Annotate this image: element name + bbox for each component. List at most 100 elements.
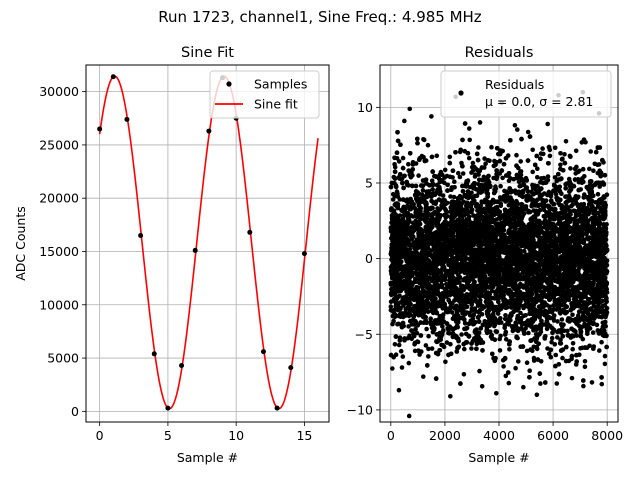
residual-point [442, 167, 448, 173]
sine-fit-ytick-label: 30000 [39, 84, 79, 99]
sine-fit-legend: Samples Sine fit [209, 70, 320, 119]
sample-point [274, 405, 280, 411]
residual-point [587, 343, 592, 349]
residual-point [555, 319, 560, 324]
sine-fit-ytick-label: 15000 [39, 244, 79, 259]
residual-point [476, 181, 481, 187]
residual-point [426, 333, 431, 339]
residual-point [502, 316, 508, 322]
residual-point [423, 343, 429, 348]
sine-fit-xtick-label: 0 [96, 428, 104, 443]
residual-point [553, 206, 558, 212]
sine-fit-ylabel: ADC Counts [13, 206, 28, 281]
residual-point [416, 173, 421, 178]
residual-point [459, 332, 464, 337]
residual-point [535, 166, 540, 171]
residual-point [540, 146, 545, 151]
residual-point [602, 353, 608, 359]
residual-point [597, 184, 602, 189]
residual-point [524, 360, 530, 366]
sample-point [179, 363, 185, 369]
residual-point [417, 352, 422, 357]
residual-point [485, 157, 491, 163]
residual-point [414, 198, 420, 203]
residual-point [568, 203, 574, 209]
sine-fit-axes-frame [85, 64, 330, 423]
residual-point [426, 354, 431, 359]
residual-point [443, 359, 448, 365]
sine-fit-ytick-label: 20000 [39, 191, 79, 206]
residual-point [591, 168, 596, 173]
residual-point [554, 381, 560, 386]
residual-point [451, 194, 457, 200]
residual-point [514, 152, 519, 158]
sample-point [206, 128, 212, 134]
residual-point [503, 313, 508, 318]
residual-point [563, 194, 568, 199]
residual-point [501, 364, 506, 369]
residual-point [461, 372, 467, 377]
sample-point [260, 349, 266, 355]
residual-point [535, 175, 540, 180]
residual-point [587, 166, 592, 172]
residual-point [469, 170, 474, 175]
sample-point [151, 351, 157, 357]
residual-point [564, 304, 570, 310]
residual-point [570, 312, 575, 318]
residual-point [507, 347, 512, 352]
residual-point [558, 151, 563, 156]
residual-point [590, 330, 596, 335]
sine-fit-ytick-label: 10000 [39, 297, 79, 312]
residual-point [444, 340, 450, 345]
residual-point [503, 337, 509, 342]
sine-fit-xtick-label: 10 [228, 428, 244, 443]
sample-point [247, 229, 253, 235]
residual-point [467, 137, 473, 143]
residual-point [412, 348, 418, 354]
residual-point [411, 333, 417, 339]
residual-point [472, 174, 478, 179]
sine-fit-title: Sine Fit [181, 45, 234, 61]
residual-point [424, 326, 429, 332]
residual-point [456, 344, 462, 350]
residual-point [546, 351, 552, 357]
sample-point [165, 405, 171, 411]
residual-point [565, 328, 570, 334]
residual-point [530, 169, 535, 175]
sample-point [110, 74, 116, 80]
residual-point [518, 303, 523, 308]
residual-point [406, 161, 411, 167]
sine-fit-legend-box [209, 70, 320, 119]
residual-point [599, 339, 604, 345]
residual-point [558, 337, 563, 343]
residual-point [582, 359, 588, 364]
residual-point [503, 373, 509, 379]
residual-point [597, 348, 602, 353]
residual-point [594, 322, 600, 328]
residuals-title: Residuals [465, 45, 534, 61]
residual-point [477, 368, 482, 374]
residual-point [462, 346, 467, 352]
residual-point [548, 354, 554, 360]
residual-point [426, 346, 431, 352]
residual-point [574, 164, 579, 170]
residual-point [396, 342, 402, 348]
sine-fit-ytick-label: 25000 [39, 137, 79, 152]
sine-fit-xtick-label: 5 [164, 428, 172, 443]
residual-point [566, 358, 572, 364]
residual-point [456, 170, 461, 176]
sample-point [124, 116, 130, 122]
residual-point [555, 335, 560, 340]
residual-point [399, 365, 405, 370]
residual-point [525, 129, 531, 135]
residual-point [447, 154, 453, 160]
residual-point [511, 309, 516, 315]
residual-point [556, 362, 562, 367]
residual-point [410, 162, 416, 167]
residual-point [549, 335, 555, 341]
residual-point [498, 316, 503, 321]
legend-sine-fit-label: Sine fit [254, 97, 298, 112]
